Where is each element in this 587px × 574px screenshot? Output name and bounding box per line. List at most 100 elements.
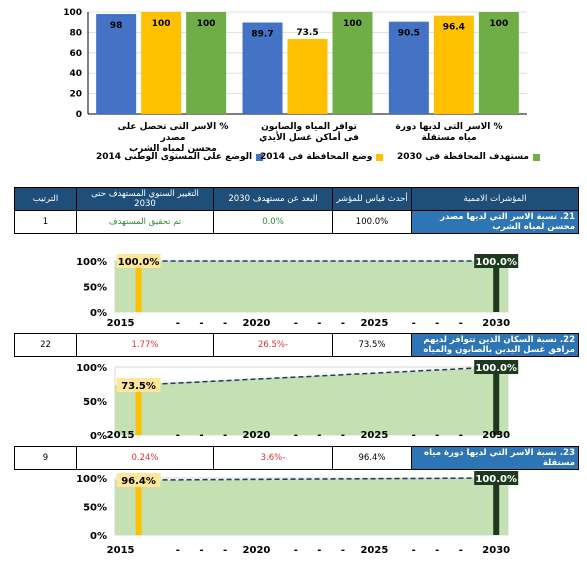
data-label: 100 xyxy=(152,19,171,29)
end-value-label: 100.0% xyxy=(475,257,517,268)
x-tick-label: 2030 xyxy=(482,430,510,441)
legend-label: وضع المحافظة فى 2014 xyxy=(260,152,373,162)
start-label-box xyxy=(116,378,161,393)
axis-dash: - xyxy=(412,545,416,556)
legend-item: مستهدف المحافظة فى 2030 xyxy=(397,152,540,162)
end-value-label: 100.0% xyxy=(475,363,517,374)
gap-cell: -3.6% xyxy=(213,446,333,470)
legend-swatch xyxy=(532,153,540,161)
y-tick-label: 0% xyxy=(90,531,107,542)
start-label-box xyxy=(116,254,161,268)
axis-dash: - xyxy=(459,545,463,556)
end-marker xyxy=(493,265,500,312)
start-marker xyxy=(135,389,142,435)
bar xyxy=(186,12,227,114)
start-label-box xyxy=(116,473,161,488)
axis-dash: - xyxy=(435,545,439,556)
col-header: المؤشرات الاممية xyxy=(411,187,579,211)
bar xyxy=(388,21,429,114)
x-tick-label: 2025 xyxy=(360,545,388,556)
latest-cell: 96.4% xyxy=(332,446,412,470)
y-tick-label: 0% xyxy=(90,308,107,319)
axis-dash: - xyxy=(294,430,298,441)
x-tick-label: 2020 xyxy=(243,545,271,556)
indicator-row-table: 23. نسبة الاسر التي لديها دورة مياه مستق… xyxy=(14,446,579,470)
indicator-cell: 22. نسبة السكان الذين تتوافر لديهم مرافق… xyxy=(411,333,579,357)
axis-dash: - xyxy=(412,318,416,329)
bar xyxy=(478,12,519,114)
legend-swatch xyxy=(256,153,264,161)
bar xyxy=(332,12,373,114)
bar xyxy=(433,15,474,115)
y-tick-label: 20 xyxy=(69,90,82,100)
col-header: الترتيب xyxy=(14,187,77,211)
y-tick-label: 60 xyxy=(69,49,82,59)
bar xyxy=(242,22,283,115)
end-label-box xyxy=(474,360,519,374)
x-tick-label: 2015 xyxy=(107,430,135,441)
data-label: 90.5 xyxy=(398,29,420,39)
trend-line xyxy=(138,366,497,386)
axis-dash: - xyxy=(412,430,416,441)
legend-item: الوضع على المستوى الوطنى 2014 xyxy=(96,152,264,162)
rank-cell: 1 xyxy=(14,210,77,234)
x-tick-label: 2020 xyxy=(243,318,271,329)
axis-dash: - xyxy=(459,318,463,329)
y-tick-label: 100% xyxy=(76,363,107,374)
x-tick-label: 2015 xyxy=(107,545,135,556)
gap-cell: 0.0% xyxy=(213,210,333,234)
annual-change-cell: 1.77% xyxy=(76,333,214,357)
latest-cell: 73.5% xyxy=(332,333,412,357)
axis-dash: - xyxy=(435,318,439,329)
trend-area xyxy=(115,261,508,312)
axis-dash: - xyxy=(176,318,180,329)
data-label: 89.7 xyxy=(251,30,273,40)
y-tick-label: 40 xyxy=(69,69,82,79)
trend-line xyxy=(138,477,497,481)
data-label: 100 xyxy=(197,19,216,29)
y-tick-label: 100% xyxy=(76,257,107,268)
axis-dash: - xyxy=(341,430,345,441)
axis-dash: - xyxy=(176,545,180,556)
axis-dash: - xyxy=(341,318,345,329)
axis-dash: - xyxy=(294,318,298,329)
axis-dash: - xyxy=(223,430,227,441)
gap-cell: -26.5% xyxy=(213,333,333,357)
col-header: أحدث قياس للمؤشر xyxy=(332,187,412,211)
axis-dash: - xyxy=(341,545,345,556)
bar xyxy=(141,12,182,114)
y-tick-label: 100 xyxy=(63,8,82,18)
start-value-label: 96.4% xyxy=(121,476,156,487)
indicators-header-table: المؤشرات الاممية أحدث قياس للمؤشر البعد … xyxy=(14,187,579,234)
bar xyxy=(96,14,137,114)
axis-dash: - xyxy=(223,318,227,329)
axis-dash: - xyxy=(317,545,321,556)
bar xyxy=(287,39,328,114)
y-tick-label: 0 xyxy=(76,110,82,120)
table-row: 22. نسبة السكان الذين تتوافر لديهم مرافق… xyxy=(14,333,579,357)
latest-cell: 100.0% xyxy=(332,210,412,234)
end-label-box xyxy=(474,254,519,268)
col-header: التغيير السنوي المستهدف حتى 2030 xyxy=(76,187,214,211)
axis-dash: - xyxy=(199,318,203,329)
axis-dash: - xyxy=(176,430,180,441)
table-row: 21. نسبة الاسر التي لديها مصدر محسن لميا… xyxy=(14,210,579,234)
data-label: 98 xyxy=(110,21,123,31)
start-marker xyxy=(135,265,142,312)
x-tick-label: 2025 xyxy=(360,430,388,441)
y-tick-label: 50% xyxy=(83,397,107,408)
x-tick-label: 2025 xyxy=(360,318,388,329)
indicator-cell: 21. نسبة الاسر التي لديها مصدر محسن لميا… xyxy=(411,210,579,234)
y-tick-label: 50% xyxy=(83,503,107,514)
legend-label: الوضع على المستوى الوطنى 2014 xyxy=(96,152,253,162)
start-marker xyxy=(135,484,142,535)
start-value-label: 100.0% xyxy=(118,257,160,268)
legend-swatch xyxy=(376,153,384,161)
x-tick-label: 2015 xyxy=(107,318,135,329)
trend-area xyxy=(115,367,508,435)
end-value-label: 100.0% xyxy=(475,474,517,485)
axis-dash: - xyxy=(199,545,203,556)
end-marker xyxy=(493,482,500,535)
end-label-box xyxy=(474,471,519,485)
